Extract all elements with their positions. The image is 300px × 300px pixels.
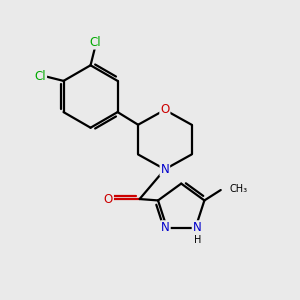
Text: N: N	[161, 221, 170, 234]
Text: O: O	[104, 193, 113, 206]
Text: Cl: Cl	[89, 36, 101, 49]
Text: N: N	[160, 163, 169, 176]
Text: O: O	[160, 103, 170, 116]
Text: CH₃: CH₃	[229, 184, 247, 194]
Text: H: H	[194, 235, 202, 245]
Text: N: N	[193, 221, 201, 234]
Text: Cl: Cl	[34, 70, 46, 83]
